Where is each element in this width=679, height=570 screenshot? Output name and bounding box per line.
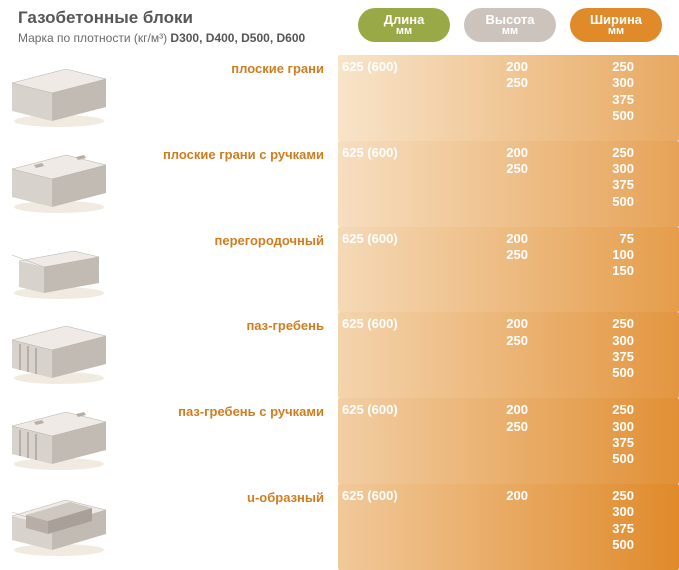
width-values: 250300375500 xyxy=(550,59,656,124)
length-pill-unit: мм xyxy=(396,26,412,37)
row-values: 625 (600)20025075100150 xyxy=(338,227,679,313)
subtitle-prefix: Марка по плотности (кг/м³) xyxy=(18,31,170,45)
width-values: 250300375500 xyxy=(550,316,656,381)
block-type-label: перегородочный xyxy=(122,231,338,248)
block-type-label: плоские грани с ручками xyxy=(122,145,338,162)
block-rows: плоские грани625 (600)200250250300375500… xyxy=(0,55,679,570)
density-subtitle: Марка по плотности (кг/м³) D300, D400, D… xyxy=(18,31,348,45)
row-left: паз-гребень с ручками xyxy=(28,398,338,484)
width-pill: Ширина мм xyxy=(570,8,662,42)
block-row: паз-гребень625 (600)200250250300375500 xyxy=(28,312,679,398)
width-values: 250300375500 xyxy=(550,488,656,553)
height-values: 200 xyxy=(444,488,550,504)
length-values: 625 (600) xyxy=(338,231,444,247)
length-values: 625 (600) xyxy=(338,316,444,332)
row-values: 625 (600)200250300375500 xyxy=(338,484,679,570)
block-row: плоские грани с ручками625 (600)20025025… xyxy=(28,141,679,227)
row-values: 625 (600)200250250300375500 xyxy=(338,141,679,227)
column-pills: Длина мм Высота мм Ширина мм xyxy=(358,8,662,42)
block-icon xyxy=(4,402,114,472)
page-title: Газобетонные блоки xyxy=(18,8,348,28)
block-row: паз-гребень с ручками625 (600)2002502503… xyxy=(28,398,679,484)
block-icon xyxy=(4,59,114,129)
block-icon xyxy=(4,488,114,558)
block-type-label: паз-гребень xyxy=(122,316,338,333)
height-values: 200250 xyxy=(444,316,550,349)
width-values: 250300375500 xyxy=(550,402,656,467)
block-type-label: u-образный xyxy=(122,488,338,505)
block-type-label: паз-гребень с ручками xyxy=(122,402,338,419)
height-values: 200250 xyxy=(444,231,550,264)
header: Газобетонные блоки Марка по плотности (к… xyxy=(0,0,679,55)
block-row: плоские грани625 (600)200250250300375500 xyxy=(28,55,679,141)
block-icon xyxy=(4,145,114,215)
length-pill: Длина мм xyxy=(358,8,450,42)
block-icon xyxy=(4,316,114,386)
block-type-label: плоские грани xyxy=(122,59,338,76)
row-left: паз-гребень xyxy=(28,312,338,398)
block-icon xyxy=(4,231,114,301)
block-row: перегородочный625 (600)20025075100150 xyxy=(28,227,679,313)
title-block: Газобетонные блоки Марка по плотности (к… xyxy=(18,8,348,45)
length-values: 625 (600) xyxy=(338,59,444,75)
row-values: 625 (600)200250250300375500 xyxy=(338,398,679,484)
height-values: 200250 xyxy=(444,59,550,92)
block-row: u-образный625 (600)200250300375500 xyxy=(28,484,679,570)
width-values: 250300375500 xyxy=(550,145,656,210)
height-pill-unit: мм xyxy=(502,26,518,37)
subtitle-grades: D300, D400, D500, D600 xyxy=(170,31,305,45)
length-values: 625 (600) xyxy=(338,488,444,504)
row-left: u-образный xyxy=(28,484,338,570)
row-left: плоские грани xyxy=(28,55,338,141)
row-left: перегородочный xyxy=(28,227,338,313)
row-left: плоские грани с ручками xyxy=(28,141,338,227)
page: Газобетонные блоки Марка по плотности (к… xyxy=(0,0,679,570)
row-values: 625 (600)200250250300375500 xyxy=(338,55,679,141)
width-values: 75100150 xyxy=(550,231,656,280)
width-pill-unit: мм xyxy=(608,26,624,37)
length-values: 625 (600) xyxy=(338,145,444,161)
height-pill: Высота мм xyxy=(464,8,556,42)
row-values: 625 (600)200250250300375500 xyxy=(338,312,679,398)
height-values: 200250 xyxy=(444,145,550,178)
length-values: 625 (600) xyxy=(338,402,444,418)
height-values: 200250 xyxy=(444,402,550,435)
